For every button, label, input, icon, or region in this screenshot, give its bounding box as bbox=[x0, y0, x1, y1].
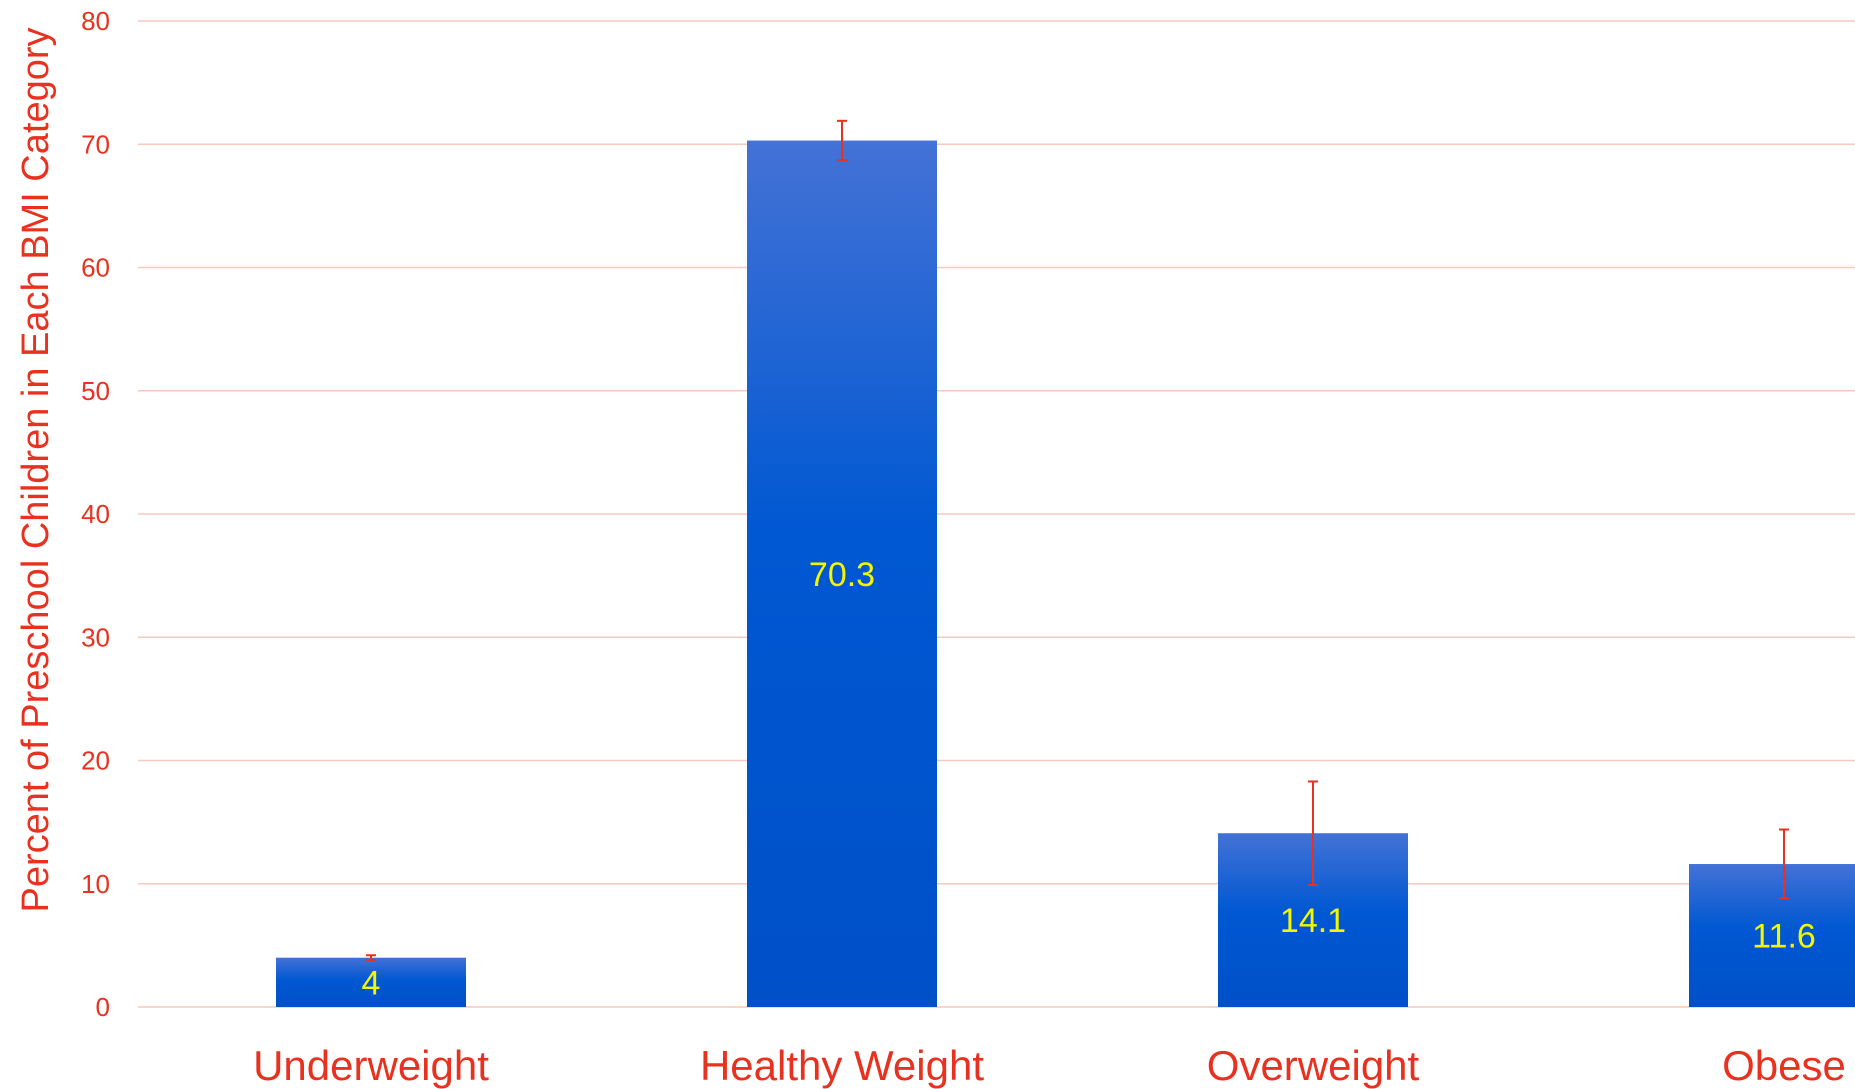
y-tick-label: 20 bbox=[81, 746, 110, 776]
y-tick-label: 70 bbox=[81, 129, 110, 159]
bar-underweight bbox=[276, 957, 466, 1007]
x-category-label: Overweight bbox=[1207, 1042, 1420, 1089]
x-category-label: Obese bbox=[1722, 1042, 1846, 1089]
error-bar-healthy-weight bbox=[837, 119, 847, 162]
y-tick-label: 10 bbox=[81, 869, 110, 899]
value-label: 70.3 bbox=[809, 556, 875, 594]
y-axis-ticks: 0 10 20 30 40 50 60 70 80 bbox=[81, 6, 110, 1022]
error-bar-overweight bbox=[1308, 780, 1318, 886]
x-axis-categories: Underweight Healthy Weight Overweight Obese bbox=[253, 1042, 1846, 1089]
y-tick-label: 50 bbox=[81, 376, 110, 406]
y-tick-label: 30 bbox=[81, 622, 110, 652]
error-bar-underweight bbox=[366, 954, 376, 962]
x-category-label: Healthy Weight bbox=[700, 1042, 984, 1089]
error-bars bbox=[366, 119, 1789, 962]
y-tick-label: 80 bbox=[81, 6, 110, 36]
gridlines bbox=[138, 20, 1855, 1008]
value-label: 11.6 bbox=[1752, 918, 1816, 956]
bar-obese bbox=[1689, 864, 1855, 1007]
bars bbox=[276, 140, 1855, 1008]
value-label: 14.1 bbox=[1280, 902, 1346, 940]
value-labels: 4 70.3 14.1 11.6 bbox=[362, 556, 1816, 1003]
bar-healthy-weight bbox=[747, 140, 937, 1008]
y-tick-label: 40 bbox=[81, 499, 110, 529]
value-label: 4 bbox=[362, 964, 381, 1002]
error-bar-obese bbox=[1779, 828, 1789, 900]
y-tick-label: 60 bbox=[81, 253, 110, 283]
x-category-label: Underweight bbox=[253, 1042, 489, 1089]
y-axis-title: Percent of Preschool Children in Each BM… bbox=[15, 28, 57, 913]
y-tick-label: 0 bbox=[96, 992, 110, 1022]
